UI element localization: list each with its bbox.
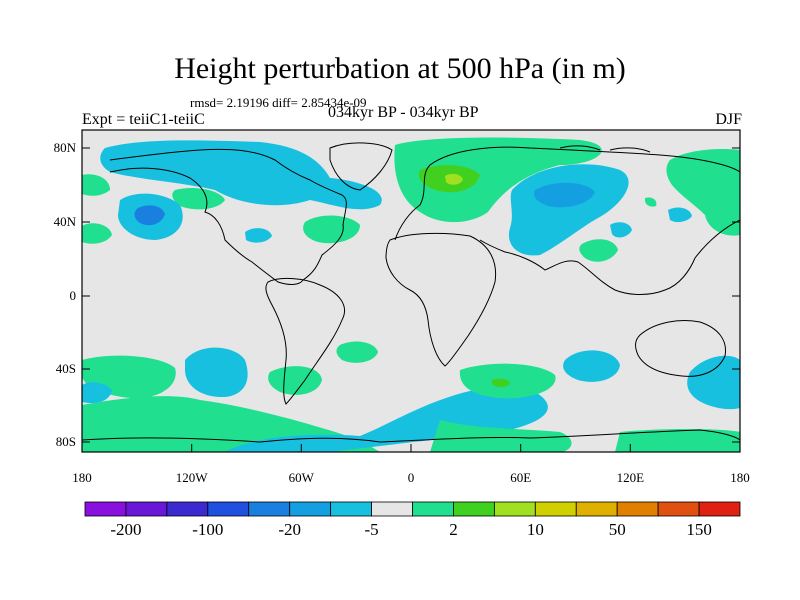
season-label: DJF	[715, 111, 742, 128]
anomaly-region	[82, 174, 110, 196]
coastline-arctic-islands	[559, 145, 651, 153]
colorbar-swatch	[616, 501, 659, 517]
anomaly-region	[445, 173, 463, 185]
colorbar-swatch	[371, 501, 413, 517]
anomaly-region	[534, 182, 595, 208]
lat-tick-label: 0	[70, 288, 77, 303]
lon-tick-label: 180	[730, 470, 750, 485]
colorbar-swatch	[453, 501, 495, 517]
colorbar-swatch	[207, 501, 250, 517]
coastline-africa	[385, 232, 497, 367]
period-label: 034kyr BP - 034kyr BP	[328, 104, 479, 121]
colorbar-swatch	[698, 501, 741, 517]
anomaly-region	[245, 228, 272, 243]
colorbar-swatch	[657, 501, 700, 517]
colorbar-swatch	[493, 501, 536, 517]
anomaly-region	[666, 149, 740, 236]
lon-tick-label: 60W	[289, 470, 315, 485]
colorbar-swatch	[330, 501, 372, 517]
lat-tick-label: 80S	[56, 434, 76, 449]
colorbar-swatch	[84, 501, 127, 517]
stats-line: rmsd= 2.19196 diff= 2.85434e-09	[190, 95, 367, 110]
colorbar-label: -100	[192, 520, 223, 539]
anomaly-region	[185, 347, 248, 398]
anomaly-region	[100, 140, 382, 210]
lon-tick-label: 120E	[617, 470, 645, 485]
lon-tick-label: 60E	[510, 470, 531, 485]
anomaly-region	[303, 215, 360, 244]
colorbar-label: 2	[449, 520, 458, 539]
colorbar-label: 10	[527, 520, 544, 539]
anomaly-region	[268, 366, 322, 395]
anomaly-region	[492, 378, 510, 387]
colorbar: -200 -100 -20 -5 2 10 50 150	[84, 501, 741, 539]
colorbar-swatch	[166, 501, 209, 517]
anomaly-region	[430, 420, 572, 452]
colorbar-label: 50	[609, 520, 626, 539]
coastline-eurasia	[394, 146, 740, 295]
coastline-north-america	[109, 148, 347, 285]
map-title: Height perturbation at 500 hPa (in m)	[174, 52, 626, 85]
coastline-greenland	[329, 142, 393, 191]
colorbar-swatch	[125, 501, 168, 517]
colorbar-label: 150	[686, 520, 712, 539]
lon-tick-label: 0	[408, 470, 415, 485]
longitude-axis: 180 120W 60W 0 60E 120E 180	[72, 444, 750, 485]
colorbar-swatch	[412, 501, 454, 517]
anomaly-region	[172, 188, 225, 210]
coastline-antarctica	[82, 429, 740, 443]
anomaly-region	[508, 164, 629, 256]
colorbar-swatch	[575, 501, 618, 517]
lon-tick-label: 180	[72, 470, 92, 485]
anomaly-region	[687, 355, 740, 410]
anomaly-region	[134, 205, 165, 226]
anomaly-region	[563, 350, 620, 382]
latitude-axis: 80N 40N 0 40S 80S	[54, 140, 740, 449]
colorbar-label: -200	[110, 520, 141, 539]
anomaly-region	[610, 222, 632, 238]
colorbar-label: -20	[278, 520, 301, 539]
lat-tick-label: 40N	[54, 214, 77, 229]
anomaly-region	[668, 207, 692, 223]
anomaly-region	[82, 223, 112, 244]
coastlines	[82, 142, 740, 443]
anomaly-region	[615, 429, 740, 452]
anomaly-region	[336, 341, 378, 363]
anomaly-region	[579, 239, 618, 262]
lat-tick-label: 40S	[56, 361, 76, 376]
anomaly-region	[394, 137, 602, 223]
anomaly-region	[82, 382, 112, 404]
lon-tick-label: 120W	[176, 470, 209, 485]
coastline-australia	[635, 320, 727, 377]
colorbar-swatch	[289, 501, 332, 517]
anomaly-region	[644, 197, 657, 207]
colorbar-label: -5	[364, 520, 378, 539]
coastline-south-america	[265, 277, 345, 405]
experiment-label: Expt = teiiC1-teiiC	[82, 111, 205, 128]
colorbar-swatch	[534, 501, 577, 517]
lat-tick-label: 80N	[54, 140, 77, 155]
colorbar-swatch	[248, 501, 291, 517]
